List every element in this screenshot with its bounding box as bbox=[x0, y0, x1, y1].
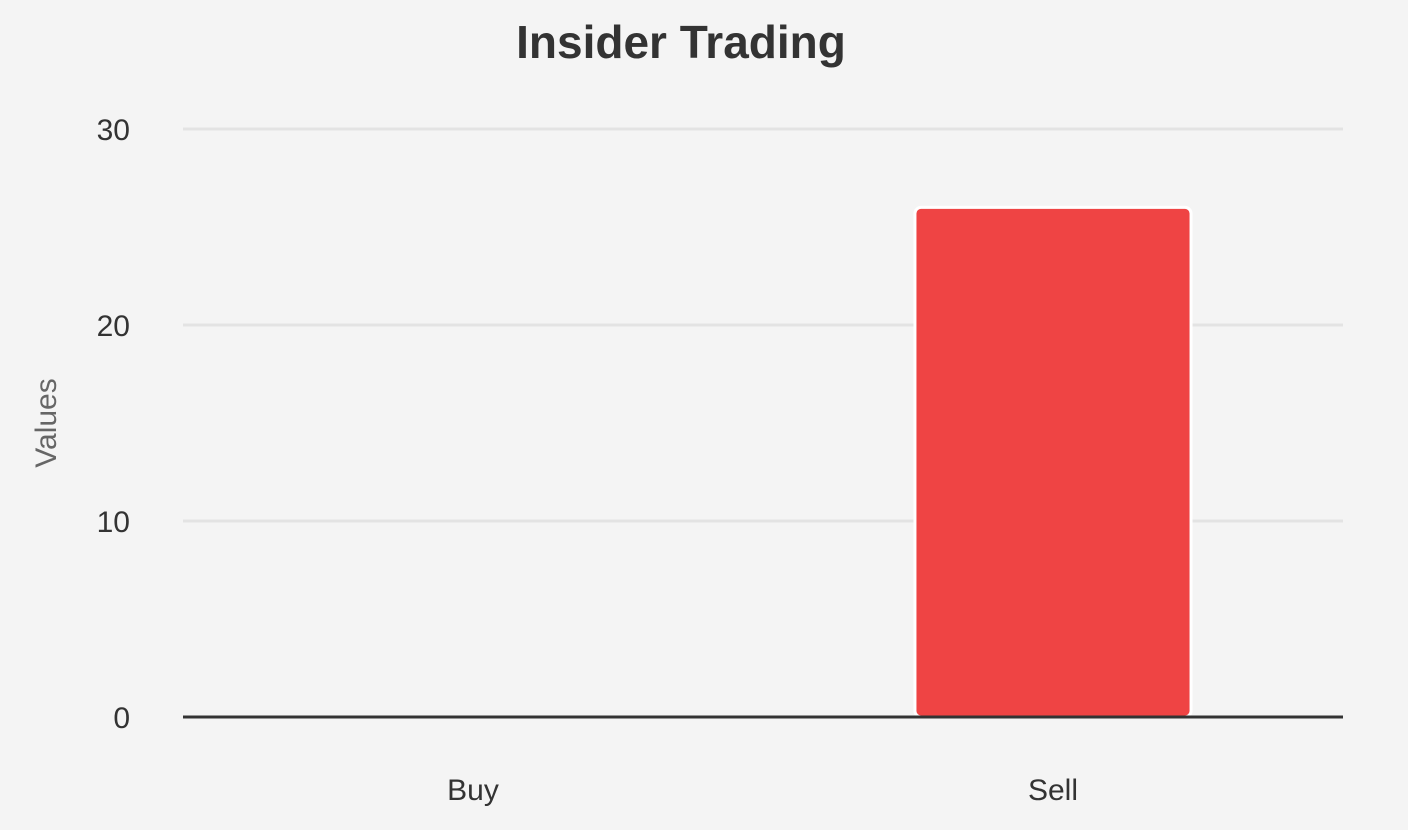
y-axis-label: Values bbox=[30, 378, 63, 468]
y-tick-label: 10 bbox=[97, 506, 130, 539]
y-tick-label: 20 bbox=[97, 310, 130, 343]
chart-title: Insider Trading bbox=[516, 16, 846, 68]
bar bbox=[913, 205, 1193, 719]
y-tick-label: 0 bbox=[113, 702, 130, 735]
x-tick-label: Sell bbox=[1028, 774, 1078, 807]
x-tick-label: Buy bbox=[447, 774, 499, 807]
y-tick-label: 30 bbox=[97, 114, 130, 147]
